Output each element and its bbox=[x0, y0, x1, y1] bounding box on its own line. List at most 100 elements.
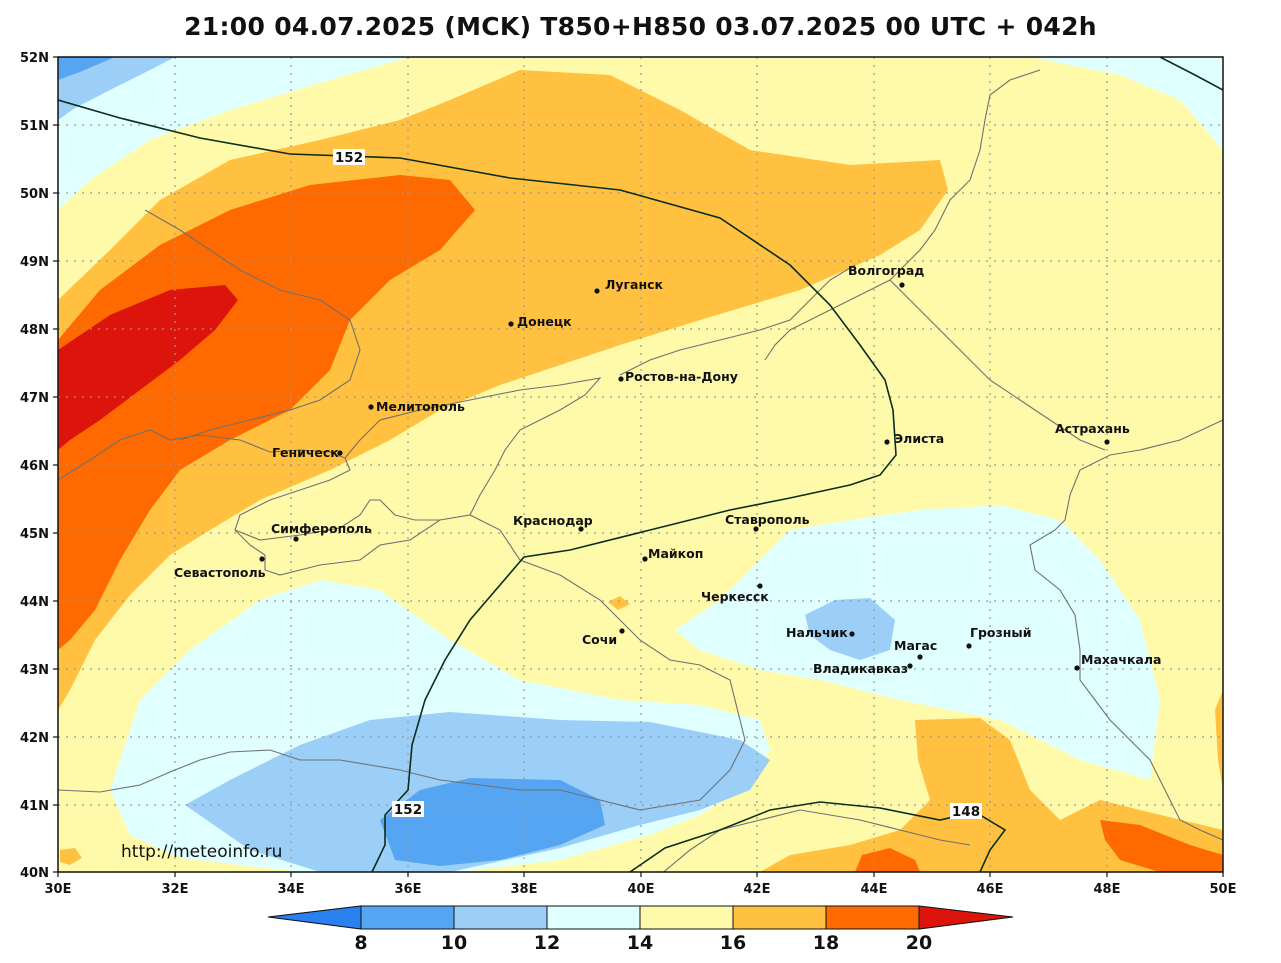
city-label-astrakhan: Астрахань bbox=[1055, 421, 1130, 436]
field-above-20 bbox=[58, 285, 238, 450]
city-label-lugansk: Луганск bbox=[605, 277, 664, 292]
city-label-grozny: Грозный bbox=[970, 625, 1031, 640]
contour-label-148: 148 bbox=[952, 804, 980, 820]
colorbar-label: 16 bbox=[720, 932, 746, 954]
lon-label: 44E bbox=[861, 882, 888, 897]
contour-label-152-north: 152 bbox=[335, 150, 363, 166]
latitude-labels: 52N 51N 50N 49N 48N 47N 46N 45N 44N 43N … bbox=[20, 51, 49, 881]
city-label-maykop: Майкоп bbox=[648, 546, 703, 561]
colorbar-label: 12 bbox=[534, 932, 560, 954]
city-label-makhachkala: Махачкала bbox=[1081, 652, 1161, 667]
lat-label: 47N bbox=[20, 391, 49, 406]
field-12-14-caucasus bbox=[675, 505, 1160, 780]
field-12-14-ne bbox=[1030, 57, 1223, 150]
colorbar-segment-18-20 bbox=[825, 905, 920, 930]
city-dot bbox=[337, 450, 343, 456]
city-dot bbox=[899, 282, 905, 288]
city-dot bbox=[757, 583, 763, 589]
colorbar-label: 14 bbox=[627, 932, 653, 954]
colorbar: 8 10 12 14 16 18 20 bbox=[267, 905, 1014, 954]
city-dot bbox=[917, 654, 923, 660]
lat-label: 44N bbox=[20, 595, 49, 610]
field-8-10-nw bbox=[58, 57, 115, 80]
field-8-10-south bbox=[380, 778, 605, 866]
city-dot bbox=[642, 556, 648, 562]
source-url[interactable]: http://meteoinfo.ru bbox=[121, 842, 283, 862]
field-10-12-caucasus bbox=[805, 598, 895, 660]
contour-label-152-south: 152 bbox=[394, 802, 422, 818]
lat-label: 42N bbox=[20, 731, 49, 746]
colorbar-segment-16-18 bbox=[732, 905, 827, 930]
colorbar-arrow-low bbox=[267, 905, 362, 930]
city-dot bbox=[618, 376, 624, 382]
lat-label: 41N bbox=[20, 799, 49, 814]
city-dot bbox=[1074, 665, 1080, 671]
colorbar-segment-14-16 bbox=[639, 905, 734, 930]
colorbar-segment-10-12 bbox=[453, 905, 548, 930]
cities: Волгоград Луганск Донецк Ростов-на-Дону … bbox=[174, 263, 1161, 676]
city-dot bbox=[1104, 439, 1110, 445]
longitude-labels: 30E 32E 34E 36E 38E 40E 42E 44E 46E 48E … bbox=[45, 882, 1237, 897]
city-dot bbox=[753, 526, 759, 532]
lon-label: 46E bbox=[977, 882, 1004, 897]
city-label-genichesk: Геническ bbox=[272, 445, 339, 460]
colorbar-segment-12-14 bbox=[546, 905, 641, 930]
lat-label: 51N bbox=[20, 119, 49, 134]
lat-label: 46N bbox=[20, 459, 49, 474]
field-16-18-spot bbox=[60, 848, 82, 865]
contour-labels: 152 152 148 bbox=[333, 149, 982, 820]
city-dot bbox=[907, 663, 913, 669]
city-dot bbox=[259, 556, 265, 562]
height-contours bbox=[58, 57, 1223, 872]
map-title: 21:00 04.07.2025 (MCK) T850+H850 03.07.2… bbox=[184, 12, 1097, 41]
city-label-vladikavkaz: Владикавказ bbox=[813, 661, 908, 676]
city-dot bbox=[594, 288, 600, 294]
city-label-rostov: Ростов-на-Дону bbox=[625, 369, 738, 384]
field-16-18-spot2 bbox=[608, 596, 630, 610]
lon-label: 36E bbox=[395, 882, 422, 897]
city-label-sevastopol: Севастополь bbox=[174, 565, 266, 580]
city-label-melitopol: Мелитополь bbox=[376, 399, 465, 414]
city-dot bbox=[849, 631, 855, 637]
city-label-nalchik: Нальчик bbox=[786, 625, 848, 640]
city-label-volgograd: Волгоград bbox=[848, 263, 924, 278]
lat-label: 45N bbox=[20, 527, 49, 542]
city-label-magas: Магас bbox=[894, 638, 937, 653]
city-label-sochi: Сочи bbox=[582, 632, 617, 647]
colorbar-label: 8 bbox=[354, 932, 367, 954]
colorbar-label: 20 bbox=[906, 932, 932, 954]
lon-label: 30E bbox=[45, 882, 72, 897]
city-label-stavropol: Ставрополь bbox=[725, 512, 810, 527]
lon-label: 48E bbox=[1094, 882, 1121, 897]
city-dot bbox=[368, 404, 374, 410]
colorbar-arrow-high bbox=[918, 905, 1014, 930]
axis-ticks bbox=[53, 56, 1224, 877]
city-dot bbox=[293, 536, 299, 542]
lat-label: 52N bbox=[20, 51, 49, 66]
lon-label: 32E bbox=[162, 882, 189, 897]
city-label-donetsk: Донецк bbox=[517, 314, 572, 329]
lat-label: 50N bbox=[20, 187, 49, 202]
field-12-14-nw bbox=[58, 57, 410, 210]
field-18-20-se bbox=[1100, 820, 1223, 872]
lat-label: 49N bbox=[20, 255, 49, 270]
lat-label: 43N bbox=[20, 663, 49, 678]
field-18-20-se2 bbox=[855, 848, 920, 872]
city-dot bbox=[619, 628, 625, 634]
lat-label: 48N bbox=[20, 323, 49, 338]
city-dot bbox=[508, 321, 514, 327]
temperature-field bbox=[58, 57, 1223, 872]
lat-label: 40N bbox=[20, 866, 49, 881]
lon-label: 40E bbox=[628, 882, 655, 897]
field-10-12-nw bbox=[58, 57, 175, 120]
coastlines bbox=[58, 69, 1223, 872]
city-label-cherkessk: Черкесск bbox=[701, 589, 769, 604]
city-label-krasnodar: Краснодар bbox=[513, 513, 593, 528]
lon-label: 50E bbox=[1210, 882, 1237, 897]
colorbar-label: 10 bbox=[441, 932, 467, 954]
lon-label: 38E bbox=[511, 882, 538, 897]
city-dot bbox=[578, 526, 584, 532]
colorbar-label: 18 bbox=[813, 932, 839, 954]
colorbar-segment-8-10 bbox=[360, 905, 455, 930]
